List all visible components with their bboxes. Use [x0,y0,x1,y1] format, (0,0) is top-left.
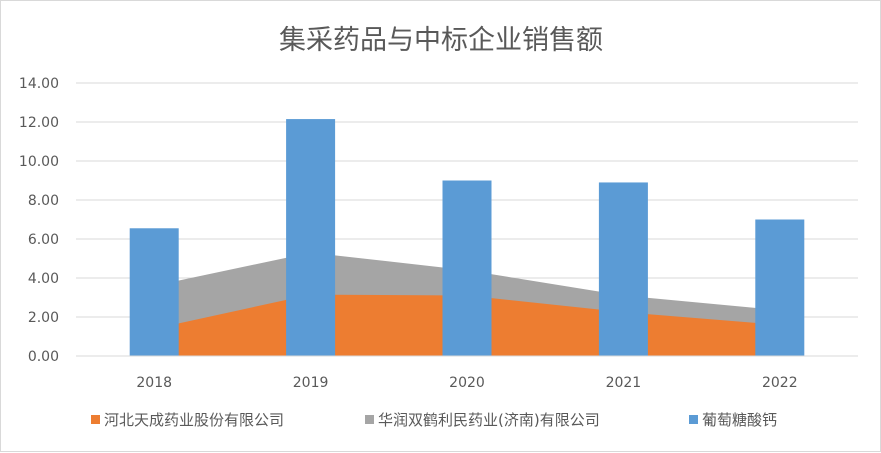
y-tick-label: 10.00 [19,154,59,170]
legend-swatch [91,415,100,424]
legend-label: 华润双鹤利民药业(济南)有限公司 [378,411,600,429]
y-tick-label: 14.00 [19,76,59,92]
x-tick-label: 2020 [449,375,485,391]
bar [286,119,336,356]
y-tick-label: 2.00 [28,310,59,326]
y-tick-label: 12.00 [19,115,59,131]
legend: 河北天成药业股份有限公司 华润双鹤利民药业(济南)有限公司 葡萄糖酸钙 [91,411,777,429]
x-tick-label: 2021 [606,375,642,391]
x-tick-label: 2022 [762,375,798,391]
legend-swatch [365,415,374,424]
bar [129,228,179,356]
x-tick-label: 2019 [293,375,329,391]
legend-swatch [689,415,698,424]
bar [442,180,492,356]
bar-series-layer [129,119,805,356]
y-tick-label: 0.00 [28,349,59,365]
axis-labels: 0.00 2.00 4.00 6.00 8.00 10.00 12.00 14.00 2018 2… [19,76,858,391]
legend-label: 葡萄糖酸钙 [702,411,777,429]
bar [598,182,648,356]
y-tick-label: 8.00 [28,193,59,209]
y-tick-label: 4.00 [28,271,59,287]
x-tick-label: 2018 [136,375,172,391]
bar [755,219,805,356]
legend-label: 河北天成药业股份有限公司 [104,411,284,429]
y-tick-label: 6.00 [28,232,59,248]
chart-title: 集采药品与中标企业销售额 [279,25,603,56]
